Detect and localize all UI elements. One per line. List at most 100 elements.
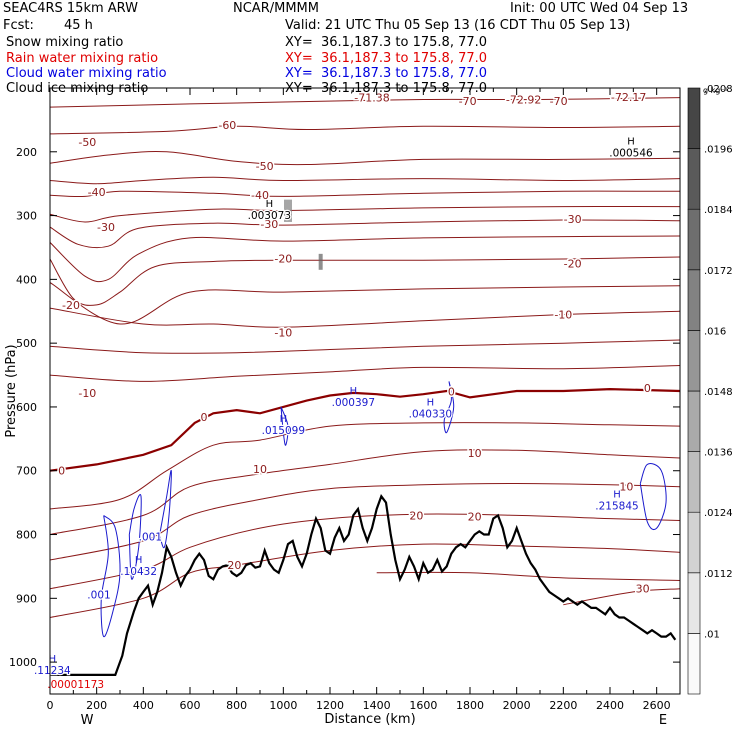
isotherm-label: -20 [564,257,582,270]
x-tick-label: 2000 [503,699,531,712]
isotherm-label: -60 [218,119,236,132]
isotherm-label: 0 [644,382,651,395]
isotherm--5 [50,339,680,354]
y-tick-label: 500 [16,337,37,350]
colorbar-swatch [687,269,701,331]
x-tick-label: 1000 [269,699,297,712]
y-axis-label: Pressure (hPa) [4,344,19,437]
isotherm-20 [50,543,680,618]
colorbar-swatch [687,633,701,695]
maximum-value: .040330 [409,409,452,421]
y-tick-label: 700 [16,465,37,478]
maximum-value: .10432 [120,566,157,578]
maximum-value: .001 [139,532,162,544]
isotherm-label: 30 [636,583,650,596]
ice-shading [318,253,323,270]
isotherm--60 [50,125,680,135]
colorbar-swatch [687,511,701,574]
isotherm-label: -30 [564,213,582,226]
colorbar-tick-label: .0124 [704,508,733,519]
x-tick-label: 1400 [363,699,391,712]
isotherm-label: -72.17 [611,91,646,104]
colorbar-tick-label: .0184 [704,205,733,216]
colorbar-tick-label: .0172 [704,266,733,277]
y-tick-label: 800 [16,529,37,542]
isotherm-label: 10 [253,463,267,476]
cloud-water-east [443,381,455,434]
colorbar-swatch [687,148,701,210]
init-time: Init: 00 UTC Wed 04 Sep 13 [510,1,689,16]
y-tick-label: 900 [16,592,37,605]
terrain-line [50,494,677,676]
isotherm-label: 20 [227,559,241,572]
isotherm-label: -72.92 [506,93,541,106]
isotherm-label: 0 [448,386,455,399]
y-tick-label: 400 [16,273,37,286]
fcst-value: 45 h [64,18,93,33]
isotherm-label: -10 [274,326,292,339]
colorbar-swatch [687,572,701,634]
isotherm-3 [50,422,680,510]
y-tick-label: 1000 [9,656,37,669]
isotherm-label: -50 [256,160,274,173]
cloud-water-west-1 [100,515,121,638]
x-tick-label: 600 [180,699,201,712]
isotherm-label: -40 [88,186,106,199]
colorbar-tick-label: .0208 [704,84,733,95]
field-snow-name: Snow mixing ratio [6,35,124,50]
colorbar-tick-label: .0112 [704,569,733,580]
field-rain-xy: XY= 36.1,187.3 to 175.8, 77.0 [285,51,488,66]
isotherm-label: -40 [251,189,269,202]
isotherm-label: -10 [554,308,572,321]
maximum-value: .001 [87,590,110,602]
isotherm-15 [50,513,680,590]
field-rain-name: Rain water mixing ratio [6,51,159,66]
isotherm-label: 0 [58,465,65,478]
maximum-value: .015099 [262,425,305,437]
cloud-water-far-east [639,463,667,531]
maximum-value: .000546 [609,148,653,160]
field-snow-xy: XY= 36.1,187.3 to 175.8, 77.0 [285,35,488,50]
colorbar-tick-label: .01 [704,629,720,640]
isotherm-label: -20 [274,252,292,265]
maximum-value: .000397 [332,397,375,409]
east-end-label: E [659,713,667,728]
org-label: NCAR/MMMM [233,1,319,16]
maximum-marker: H [427,398,435,409]
maximum-marker: H [49,654,57,665]
snow-shading [284,199,292,222]
maximum-marker: H [613,489,621,500]
y-tick-label: 600 [16,401,37,414]
isotherm-10 [50,482,680,561]
colorbar-tick-label: .0148 [704,387,733,398]
x-tick-label: 800 [226,699,247,712]
maximum-value: .215845 [595,500,638,512]
x-tick-label: 400 [133,699,154,712]
isotherm-6 [50,449,680,535]
colorbar-tick-label: .0136 [704,448,733,459]
isotherm-label: -20 [62,299,80,312]
valid-time: Valid: 21 UTC Thu 05 Sep 13 (16 CDT Thu … [285,18,631,33]
colorbar-swatch [687,451,701,513]
isotherm-label: -71.38 [354,92,389,105]
x-tick-label: 2600 [643,699,671,712]
isotherm-label: 10 [619,481,633,494]
isotherm-label: -50 [78,136,96,149]
y-tick-label: 300 [16,210,37,223]
x-tick-label: 0 [47,699,54,712]
isotherm--35 [50,206,680,223]
isotherm-label: 20 [468,511,482,524]
isotherm-label: 10 [468,447,482,460]
maximum-value: .003073 [248,210,291,222]
maximum-value: .00001173 [47,679,104,691]
maximum-marker: H [350,386,358,397]
isotherm--40 [50,190,680,198]
cloud-water-mid [280,406,289,446]
isotherm--45 [50,176,680,185]
isotherm-30 [563,588,680,606]
maximum-marker: H [280,414,288,425]
model-title: SEAC4RS 15km ARW [3,1,139,16]
isotherm-label: -30 [97,221,115,234]
maximum-marker: H [135,555,143,566]
